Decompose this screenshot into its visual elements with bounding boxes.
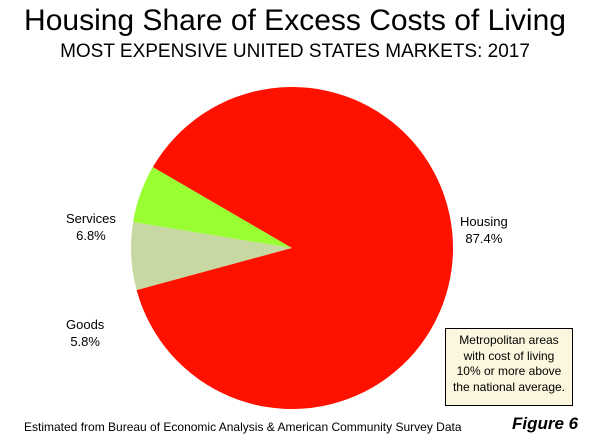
goods-slice-label: Goods 5.8% [66,316,104,350]
goods-slice [133,167,292,248]
housing-slice [136,87,454,410]
services-name: Services [66,211,116,226]
chart-title: Housing Share of Excess Costs of Living [24,4,566,37]
annotation-line: the national average. [452,379,566,394]
housing-value: 87.4% [465,231,503,246]
services-slice-label: Services 6.8% [66,210,116,244]
chart-subtitle: MOST EXPENSIVE UNITED STATES MARKETS: 20… [60,41,530,62]
source-note: Estimated from Bureau of Economic Analys… [24,420,462,434]
annotation-line: with cost of living [463,348,555,363]
services-slice [131,221,292,291]
annotation-box: Metropolitan areas with cost of living 1… [445,328,573,406]
annotation-line: Metropolitan areas [459,333,559,347]
annotation-line: 10% or more above [456,364,562,378]
figure-label: Figure 6 [512,414,579,433]
housing-name: Housing [460,214,508,229]
services-value: 6.8% [76,228,106,243]
goods-value: 5.8% [70,334,100,349]
housing-slice-label: Housing 87.4% [460,213,508,247]
goods-name: Goods [66,317,105,332]
